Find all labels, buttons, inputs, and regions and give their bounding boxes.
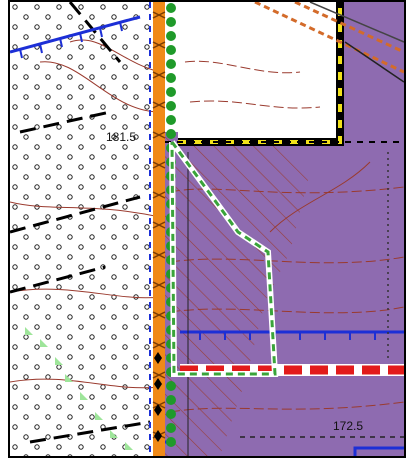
black-dashed-lines [10,2,151,444]
spot-height-label: 181.5 [106,130,137,144]
road-markers [154,352,162,442]
diagonal-road-lines [254,2,404,83]
tree-markers [25,327,133,450]
map-canvas[interactable] [10,2,404,456]
hedge-row [166,3,176,447]
contour-lines [10,39,404,413]
blue-boundary-ticks [19,21,376,340]
white-parcel [178,2,344,146]
orange-road [153,2,165,456]
map-frame: 181.5 172.5 [8,0,406,458]
green-dashed-outline-inner [170,141,277,376]
dotted-landuse-area [10,2,150,456]
spot-height-label: 172.5 [333,419,364,433]
